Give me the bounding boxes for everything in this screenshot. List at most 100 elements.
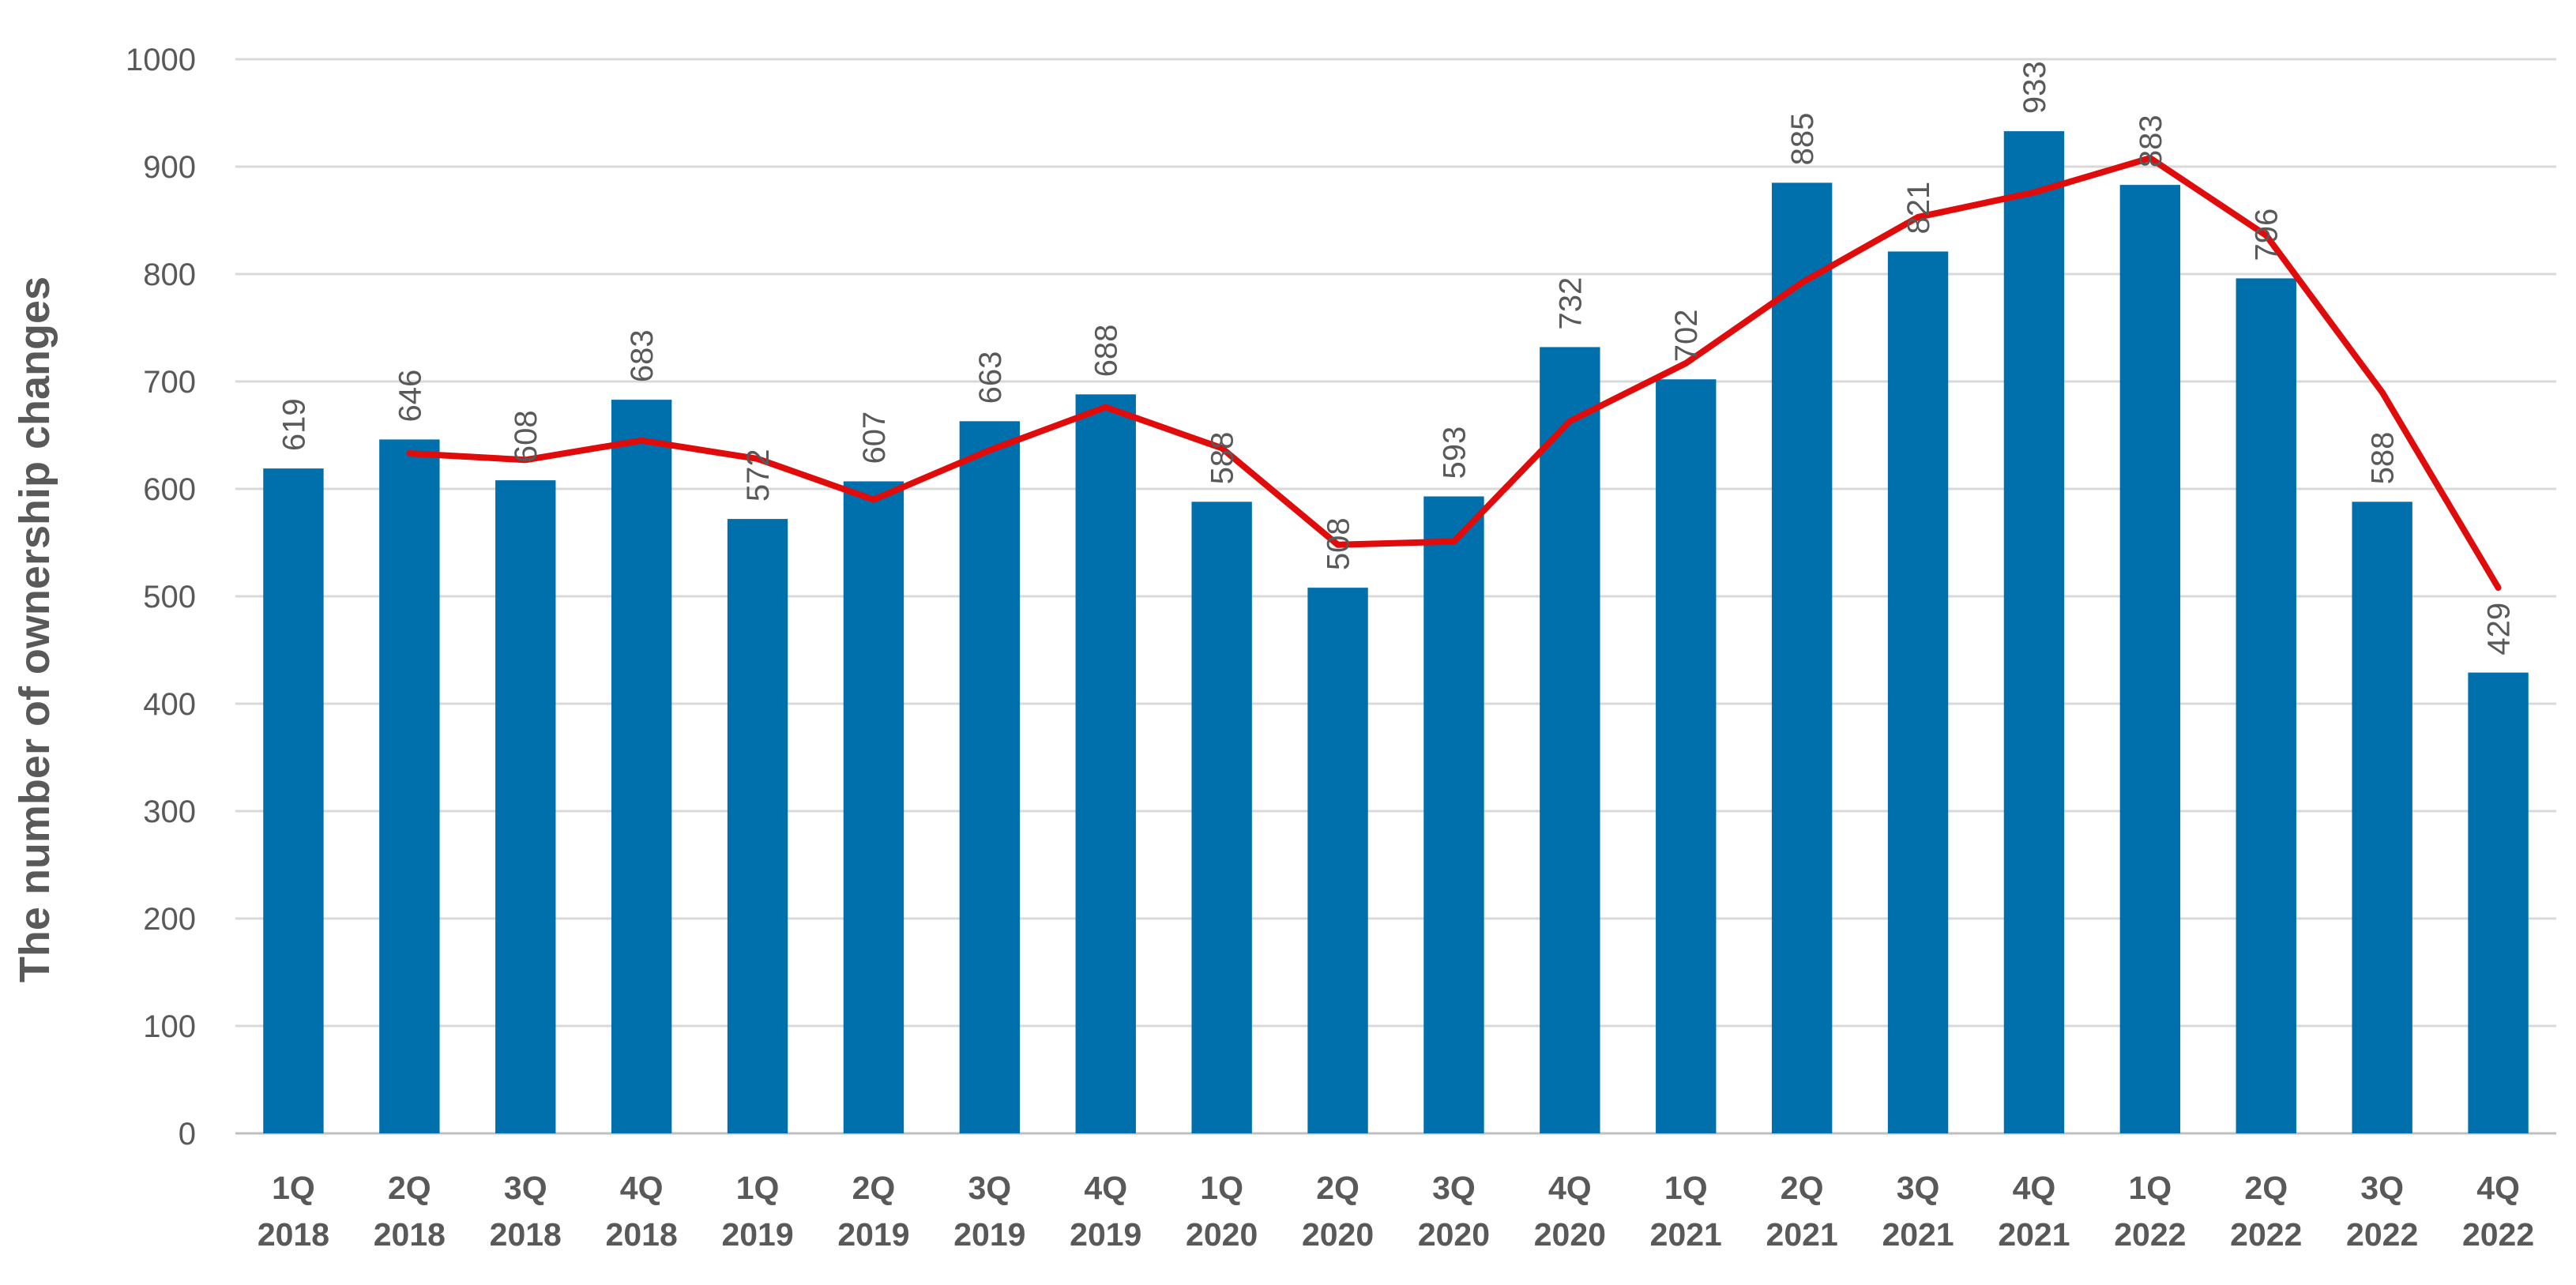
data-label: 688 bbox=[1089, 325, 1124, 378]
bar bbox=[1771, 182, 1833, 1133]
x-tick-label-year: 2019 bbox=[721, 1216, 793, 1253]
y-tick-label: 0 bbox=[179, 1117, 196, 1152]
data-label: 608 bbox=[509, 410, 543, 463]
x-tick-label-quarter: 4Q bbox=[2476, 1170, 2520, 1206]
x-tick-label-quarter: 1Q bbox=[1664, 1170, 1708, 1206]
bar bbox=[1307, 588, 1368, 1133]
bar bbox=[727, 519, 788, 1133]
bar bbox=[2352, 502, 2412, 1133]
x-tick-label-quarter: 3Q bbox=[2360, 1170, 2404, 1206]
data-label: 588 bbox=[1205, 432, 1240, 485]
bar bbox=[843, 481, 904, 1133]
x-tick-label-quarter: 2Q bbox=[1316, 1170, 1359, 1206]
x-tick-label-year: 2019 bbox=[1070, 1216, 1141, 1253]
x-tick-label-year: 2018 bbox=[374, 1216, 446, 1253]
y-tick-label: 700 bbox=[143, 365, 196, 400]
y-tick-label: 200 bbox=[143, 902, 196, 937]
bar bbox=[1423, 496, 1484, 1133]
y-tick-label: 300 bbox=[143, 795, 196, 829]
x-tick-label-quarter: 2Q bbox=[1781, 1170, 1824, 1206]
x-tick-label-year: 2020 bbox=[1186, 1216, 1258, 1253]
y-tick-label: 100 bbox=[143, 1009, 196, 1044]
y-axis-label: The number of ownership changes bbox=[11, 276, 58, 983]
x-tick-label-quarter: 4Q bbox=[1548, 1170, 1592, 1206]
x-tick-label-quarter: 2Q bbox=[2244, 1170, 2288, 1206]
x-tick-label-year: 2022 bbox=[2114, 1216, 2186, 1253]
data-label: 683 bbox=[625, 329, 660, 382]
x-tick-label-year: 2018 bbox=[258, 1216, 329, 1253]
x-tick-label-quarter: 1Q bbox=[1200, 1170, 1243, 1206]
x-tick-label-year: 2019 bbox=[953, 1216, 1025, 1253]
data-label: 933 bbox=[2018, 61, 2052, 114]
x-tick-label-quarter: 4Q bbox=[1084, 1170, 1127, 1206]
x-tick-label-quarter: 3Q bbox=[504, 1170, 547, 1206]
data-label: 508 bbox=[1322, 517, 1356, 570]
data-label: 429 bbox=[2482, 603, 2517, 656]
x-tick-label-year: 2020 bbox=[1534, 1216, 1606, 1253]
gridlines bbox=[235, 58, 2556, 1135]
x-tick-label-year: 2018 bbox=[606, 1216, 678, 1253]
bar bbox=[1540, 347, 1600, 1134]
x-tick-label-quarter: 1Q bbox=[736, 1170, 780, 1206]
data-label: 619 bbox=[276, 398, 311, 451]
bar bbox=[2236, 278, 2296, 1134]
data-label: 885 bbox=[1785, 113, 1820, 166]
x-tick-label-year: 2022 bbox=[2230, 1216, 2302, 1253]
data-label: 663 bbox=[973, 351, 1008, 404]
x-tick-label-quarter: 1Q bbox=[2128, 1170, 2172, 1206]
data-label: 821 bbox=[1901, 182, 1936, 235]
bar bbox=[1191, 502, 1252, 1133]
x-tick-label-quarter: 3Q bbox=[1432, 1170, 1476, 1206]
x-tick-label-quarter: 3Q bbox=[968, 1170, 1011, 1206]
data-labels: 619 646 608 683 572 607 663 688 588 508 593 732 702 8… bbox=[276, 61, 2516, 655]
y-axis-ticks: 0 100 200 300 400 500 600 700 800 900 1000 bbox=[126, 43, 196, 1152]
x-tick-label-year: 2022 bbox=[2462, 1216, 2534, 1253]
bar bbox=[2468, 672, 2529, 1133]
x-tick-label-year: 2020 bbox=[1302, 1216, 1374, 1253]
bar bbox=[611, 400, 672, 1133]
y-tick-label: 500 bbox=[143, 580, 196, 614]
x-tick-label-year: 2021 bbox=[1882, 1216, 1954, 1253]
x-tick-label-year: 2018 bbox=[490, 1216, 562, 1253]
x-tick-label-year: 2022 bbox=[2346, 1216, 2418, 1253]
y-tick-label: 600 bbox=[143, 472, 196, 507]
bar bbox=[379, 439, 440, 1133]
bar bbox=[1075, 394, 1136, 1133]
x-tick-label-year: 2019 bbox=[837, 1216, 909, 1253]
x-tick-label-quarter: 1Q bbox=[272, 1170, 315, 1206]
bar bbox=[495, 480, 556, 1133]
data-label: 588 bbox=[2366, 432, 2401, 485]
x-tick-label-year: 2021 bbox=[1998, 1216, 2070, 1253]
data-label: 572 bbox=[741, 449, 776, 502]
bar bbox=[2003, 131, 2065, 1133]
x-tick-label-year: 2021 bbox=[1766, 1216, 1838, 1253]
x-tick-label-year: 2020 bbox=[1418, 1216, 1490, 1253]
bar bbox=[2119, 185, 2181, 1133]
bar bbox=[1887, 251, 1949, 1134]
x-axis-ticks: 1Q 2018 2Q 2018 3Q 2018 4Q 2018 1Q 2019 2Q 2019 3Q 20… bbox=[258, 1170, 2534, 1253]
data-label: 883 bbox=[2134, 115, 2168, 167]
x-tick-label-quarter: 2Q bbox=[852, 1170, 896, 1206]
y-tick-label: 800 bbox=[143, 257, 196, 292]
x-tick-label-quarter: 2Q bbox=[388, 1170, 431, 1206]
bar bbox=[263, 468, 324, 1133]
data-label: 607 bbox=[857, 411, 892, 464]
trend-line bbox=[406, 155, 2502, 592]
data-label: 796 bbox=[2250, 209, 2285, 261]
x-tick-label-quarter: 3Q bbox=[1897, 1170, 1940, 1206]
x-tick-label-quarter: 4Q bbox=[2013, 1170, 2056, 1206]
data-label: 732 bbox=[1553, 277, 1588, 330]
x-tick-label-quarter: 4Q bbox=[620, 1170, 664, 1206]
data-label: 593 bbox=[1437, 426, 1472, 479]
bar bbox=[1656, 379, 1717, 1133]
data-label: 702 bbox=[1669, 310, 1704, 363]
x-tick-label-year: 2021 bbox=[1650, 1216, 1722, 1253]
data-label: 646 bbox=[393, 370, 427, 423]
y-tick-label: 400 bbox=[143, 687, 196, 722]
trend-line-series bbox=[406, 155, 2502, 592]
y-tick-label: 1000 bbox=[126, 43, 196, 77]
bar-series bbox=[263, 131, 2529, 1134]
bar bbox=[959, 421, 1021, 1133]
y-tick-label: 900 bbox=[143, 150, 196, 185]
